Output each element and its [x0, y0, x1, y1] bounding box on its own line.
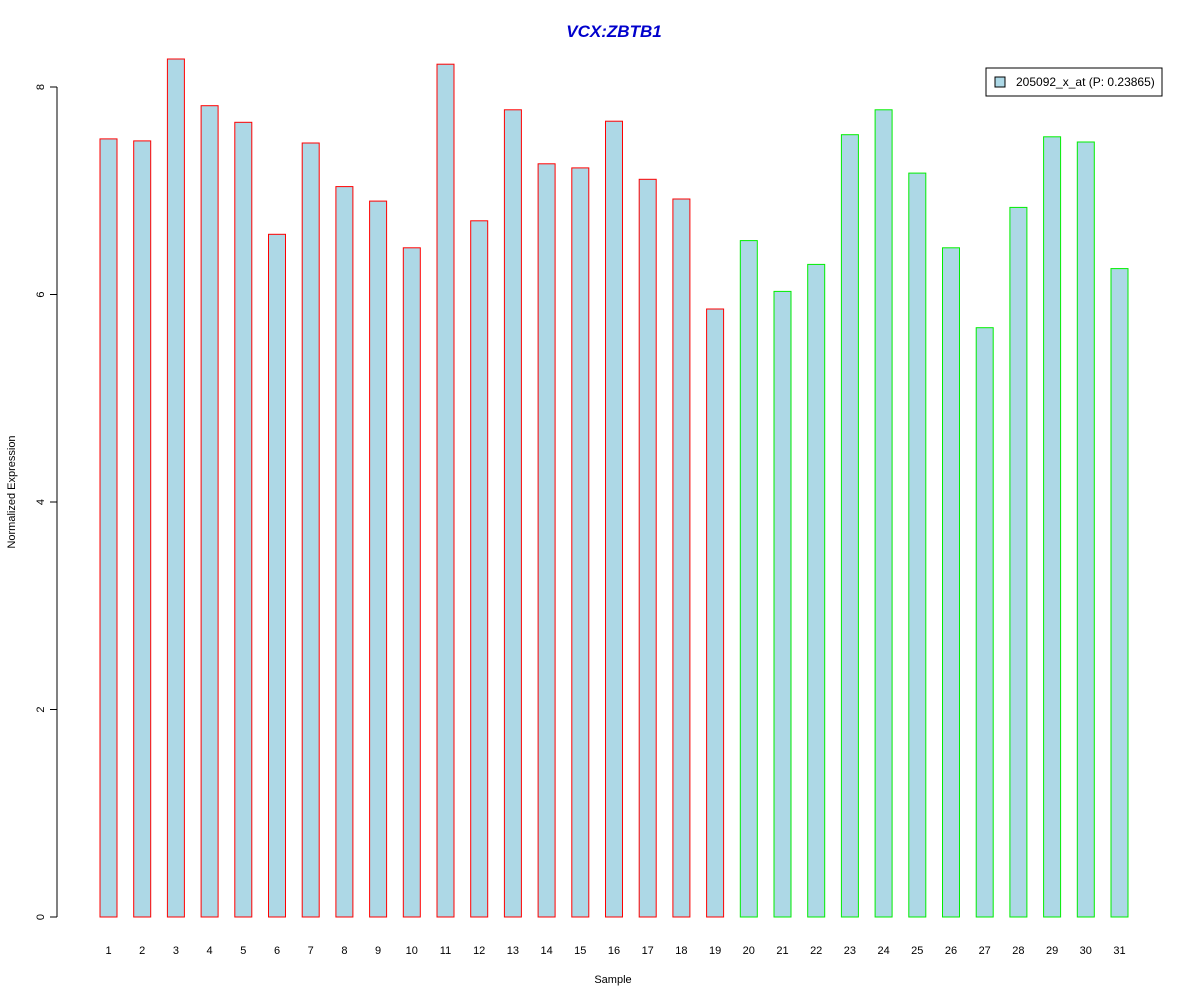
- x-tick-label: 18: [675, 945, 687, 957]
- bar-sample-23: [840, 134, 859, 918]
- x-tick-label: 13: [507, 945, 519, 957]
- x-axis-label: Sample: [594, 974, 631, 986]
- x-tick-label: 9: [375, 945, 381, 957]
- bar-sample-17: [638, 178, 657, 918]
- bar-sample-21: [773, 290, 792, 918]
- y-tick-label: 2: [35, 706, 47, 712]
- bar-sample-5: [234, 121, 253, 918]
- bar-sample-3: [166, 58, 185, 918]
- legend-box: [985, 67, 1163, 97]
- bar-sample-15: [571, 167, 590, 918]
- bar-sample-13: [503, 109, 522, 918]
- x-tick-label: 30: [1080, 945, 1092, 957]
- x-tick-label: 27: [979, 945, 991, 957]
- bar-sample-22: [807, 263, 826, 918]
- x-tick-label: 15: [574, 945, 586, 957]
- bar-sample-6: [268, 233, 286, 918]
- bar-sample-30: [1076, 141, 1095, 918]
- x-tick-label: 25: [911, 945, 923, 957]
- x-tick-label: 31: [1113, 945, 1125, 957]
- bar-sample-11: [436, 63, 455, 918]
- x-tick-label: 8: [341, 945, 347, 957]
- chart-title: VCX:ZBTB1: [566, 22, 661, 41]
- bar-sample-18: [672, 198, 691, 918]
- x-tick-label: 2: [139, 945, 145, 957]
- x-tick-label: 4: [207, 945, 213, 957]
- x-tick-label: 24: [877, 945, 889, 957]
- y-tick-label: 4: [35, 499, 47, 505]
- x-tick-label: 29: [1046, 945, 1058, 957]
- bar-sample-29: [1043, 136, 1062, 918]
- legend-label: 205092_x_at (P: 0.23865): [1016, 75, 1155, 89]
- bar-sample-2: [133, 140, 152, 918]
- bar-sample-7: [301, 142, 320, 918]
- x-tick-label: 26: [945, 945, 957, 957]
- bar-sample-4: [200, 105, 219, 918]
- x-tick-label: 12: [473, 945, 485, 957]
- y-axis-label: Normalized Expression: [6, 435, 18, 548]
- bar-sample-26: [942, 247, 960, 918]
- x-tick-label: 5: [240, 945, 246, 957]
- y-tick-label: 8: [35, 84, 47, 90]
- x-tick-label: 28: [1012, 945, 1024, 957]
- x-tick-label: 17: [642, 945, 654, 957]
- legend-swatch: [994, 76, 1006, 88]
- bar-sample-16: [605, 120, 623, 918]
- x-tick-label: 19: [709, 945, 721, 957]
- x-tick-label: 22: [810, 945, 822, 957]
- bar-sample-31: [1110, 268, 1129, 918]
- bar-sample-20: [739, 240, 758, 918]
- x-tick-label: 11: [440, 945, 451, 957]
- bar-sample-10: [402, 247, 421, 918]
- x-tick-label: 16: [608, 945, 620, 957]
- x-tick-label: 20: [743, 945, 755, 957]
- y-tick-label: 0: [35, 914, 47, 920]
- x-tick-label: 21: [776, 945, 788, 957]
- x-tick-label: 10: [406, 945, 418, 957]
- bar-sample-9: [369, 200, 388, 918]
- bar-sample-25: [908, 172, 927, 918]
- bar-sample-24: [874, 109, 893, 918]
- x-tick-label: 23: [844, 945, 856, 957]
- x-tick-label: 1: [105, 945, 111, 957]
- y-tick-label: 6: [35, 291, 47, 297]
- x-tick-label: 14: [540, 945, 552, 957]
- legend: 205092_x_at (P: 0.23865): [985, 67, 1163, 97]
- x-tick-label: 6: [274, 945, 280, 957]
- bar-sample-1: [99, 138, 118, 918]
- bar-sample-12: [470, 220, 489, 918]
- y-axis: 0 2 4 6 8: [35, 84, 58, 920]
- x-axis-tick-labels: 1 2 3 4 5 6 7 8 9 10 11 12 13 14 15 16 17 18 19 20 21 22 23 24 2…: [105, 945, 1125, 957]
- x-tick-label: 3: [173, 945, 179, 957]
- bar-sample-19: [706, 308, 725, 918]
- bar-sample-27: [975, 327, 994, 918]
- bars-group: [99, 58, 1129, 918]
- bar-sample-28: [1009, 206, 1028, 918]
- x-tick-label: 7: [308, 945, 314, 957]
- bar-sample-14: [537, 163, 556, 918]
- bar-sample-8: [335, 186, 354, 918]
